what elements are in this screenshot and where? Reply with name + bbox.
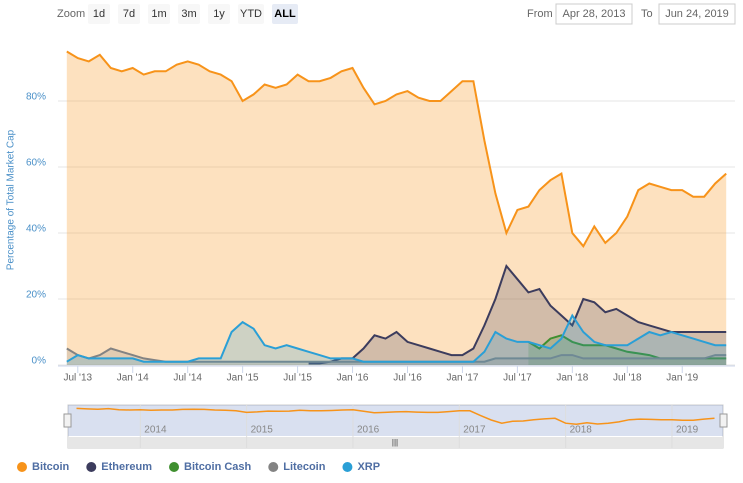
area-fill bbox=[308, 266, 727, 365]
x-tick-label: Jan '15 bbox=[227, 373, 259, 384]
legend-marker[interactable] bbox=[342, 462, 353, 472]
legend-item[interactable]: Bitcoin bbox=[17, 461, 70, 473]
series-line bbox=[66, 50, 727, 248]
x-tick-label: Jan '17 bbox=[446, 373, 478, 384]
legend-marker[interactable] bbox=[169, 462, 180, 472]
navigator-line bbox=[76, 407, 715, 426]
zoom-button[interactable]: 3m bbox=[178, 4, 200, 24]
y-tick-label: 40% bbox=[26, 224, 46, 235]
series-line bbox=[66, 313, 727, 363]
area-fill bbox=[66, 51, 727, 365]
navigator-handle-left[interactable] bbox=[63, 413, 72, 428]
legend-item[interactable]: Bitcoin Cash bbox=[169, 461, 252, 473]
x-tick-label: Jan '18 bbox=[556, 373, 588, 384]
navigator-tick-label: 2015 bbox=[251, 425, 274, 436]
area-fill bbox=[66, 348, 727, 365]
series-line bbox=[308, 263, 727, 365]
y-tick-label: 0% bbox=[32, 356, 47, 367]
legend-item[interactable]: Ethereum bbox=[86, 461, 152, 473]
zoom-button-bg[interactable] bbox=[118, 4, 140, 24]
zoom-button[interactable]: 1m bbox=[148, 4, 170, 24]
legend-marker[interactable] bbox=[268, 462, 279, 472]
legend-marker[interactable] bbox=[86, 462, 97, 472]
navigator-tick-label: 2017 bbox=[463, 425, 486, 436]
legend: Bitcoin Ethereum Bitcoin Cash Litecoin XRP bbox=[17, 461, 380, 473]
scrollbar[interactable] bbox=[68, 437, 723, 448]
legend-label[interactable]: Ethereum bbox=[101, 461, 152, 473]
x-tick-label: Jan '16 bbox=[337, 373, 369, 384]
navigator-tick-label: 2018 bbox=[570, 425, 593, 436]
scrollbar-grip[interactable]: ||| bbox=[392, 438, 398, 447]
legend-label[interactable]: XRP bbox=[357, 461, 380, 473]
y-tick-label: 80% bbox=[26, 92, 46, 103]
area-fill bbox=[66, 315, 727, 365]
zoom-button-label[interactable]: 1y bbox=[213, 8, 225, 20]
zoom-button-bg[interactable] bbox=[208, 4, 230, 24]
x-tick-label: Jul '15 bbox=[283, 373, 312, 384]
legend-label[interactable]: Litecoin bbox=[283, 461, 325, 473]
y-axis-title: Percentage of Total Market Cap bbox=[6, 129, 17, 270]
zoom-button-label[interactable]: 7d bbox=[123, 8, 135, 20]
legend-label[interactable]: Bitcoin Cash bbox=[184, 461, 252, 473]
legend-item[interactable]: Litecoin bbox=[268, 461, 326, 473]
zoom-button[interactable]: ALL bbox=[272, 4, 298, 24]
zoom-button-bg[interactable] bbox=[178, 4, 200, 24]
navigator-handle-right[interactable] bbox=[719, 413, 728, 428]
legend-item[interactable]: XRP bbox=[342, 461, 380, 473]
zoom-button-label[interactable]: 1m bbox=[151, 8, 166, 20]
zoom-button-label[interactable]: 3m bbox=[181, 8, 196, 20]
zoom-button-label[interactable]: 1d bbox=[93, 8, 105, 20]
to-label: To bbox=[641, 8, 653, 20]
navigator-tick-label: 2016 bbox=[357, 425, 380, 436]
x-tick-label: Jul '14 bbox=[173, 373, 202, 384]
navigator-tick-label: 2014 bbox=[144, 425, 167, 436]
x-tick-label: Jan '19 bbox=[666, 373, 698, 384]
legend-label[interactable]: Bitcoin bbox=[32, 461, 70, 473]
series-layer bbox=[66, 50, 727, 365]
zoom-button-label[interactable]: ALL bbox=[274, 8, 296, 20]
from-input[interactable] bbox=[555, 3, 633, 25]
x-tick-label: Jul '18 bbox=[613, 373, 642, 384]
zoom-button-bg[interactable] bbox=[272, 4, 298, 24]
zoom-button[interactable]: 1d bbox=[88, 4, 110, 24]
zoom-button[interactable]: 7d bbox=[118, 4, 140, 24]
from-label: From bbox=[527, 8, 553, 20]
to-input[interactable] bbox=[658, 3, 736, 25]
navigator-tick-label: 2019 bbox=[676, 425, 699, 436]
x-tick-label: Jul '17 bbox=[503, 373, 532, 384]
zoom-button[interactable]: 1y bbox=[208, 4, 230, 24]
from-date[interactable]: Apr 28, 2013 bbox=[563, 8, 626, 20]
x-tick-label: Jul '13 bbox=[63, 373, 92, 384]
zoom-button-bg[interactable] bbox=[238, 4, 264, 24]
zoom-button-label[interactable]: YTD bbox=[240, 8, 262, 20]
zoom-button-bg[interactable] bbox=[148, 4, 170, 24]
y-tick-label: 60% bbox=[26, 158, 46, 169]
zoom-button[interactable]: YTD bbox=[238, 4, 264, 24]
y-tick-label: 20% bbox=[26, 290, 46, 301]
zoom-button-bg[interactable] bbox=[88, 4, 110, 24]
x-tick-label: Jul '16 bbox=[393, 373, 422, 384]
x-tick-label: Jan '14 bbox=[117, 373, 149, 384]
to-date[interactable]: Jun 24, 2019 bbox=[665, 8, 729, 20]
legend-marker[interactable] bbox=[17, 462, 27, 472]
zoom-label: Zoom bbox=[57, 8, 85, 20]
